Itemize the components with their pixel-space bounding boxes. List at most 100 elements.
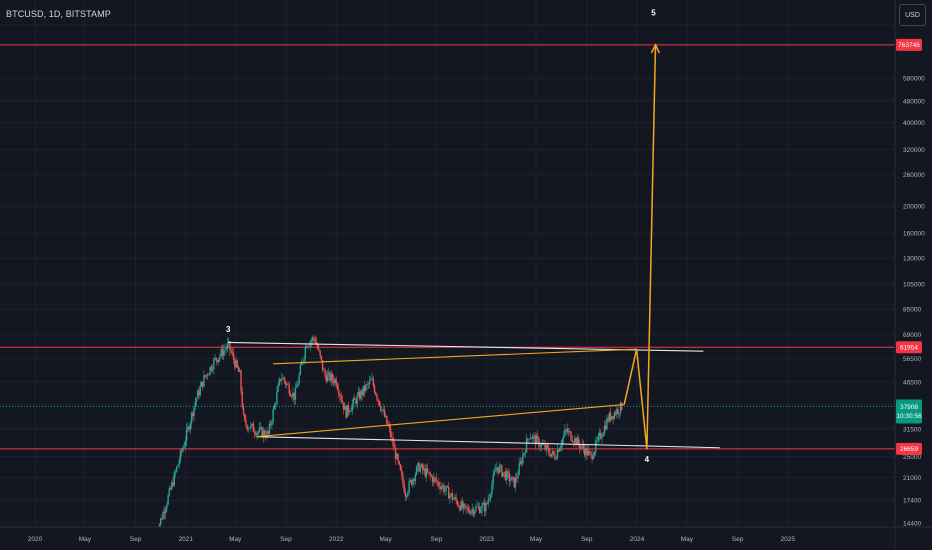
candle-body	[397, 454, 399, 462]
candle-body	[436, 481, 439, 483]
candle-body	[444, 489, 446, 492]
currency-button[interactable]: USD	[899, 4, 926, 26]
candle-body	[575, 437, 577, 446]
candle-body	[334, 379, 336, 384]
time-tick-label: Sep	[732, 536, 744, 543]
candle-body	[538, 438, 540, 447]
candle-body	[601, 436, 603, 439]
candle-body	[303, 357, 305, 362]
wave-label-5: 5	[651, 8, 656, 17]
candle-body	[535, 435, 538, 445]
candle-body	[619, 402, 622, 414]
candle-body	[350, 410, 352, 412]
candle-body	[247, 428, 250, 430]
candle-body	[591, 453, 593, 460]
candle-body	[351, 403, 353, 411]
price-tick-label: 130000	[903, 256, 925, 263]
candle-body	[502, 472, 504, 477]
candle-body	[539, 446, 541, 448]
candle-body	[544, 444, 546, 450]
candle-body	[226, 343, 229, 349]
candle-body	[361, 390, 363, 396]
price-tick-label: 260000	[903, 172, 925, 179]
candle-body	[333, 379, 335, 384]
time-tick-label: May	[681, 536, 694, 543]
candle-body	[439, 485, 441, 490]
candle-body	[352, 398, 355, 404]
candle-body	[223, 350, 225, 356]
price-axis[interactable]: 1440017400210002500031500385004650056500…	[894, 0, 932, 550]
candle-body	[291, 395, 293, 397]
candle-body	[560, 445, 562, 448]
candle-body	[198, 390, 200, 396]
candle-body	[494, 469, 497, 472]
candle-body	[519, 461, 522, 464]
time-axis[interactable]: 2020 May Sep 2021 May Sep 2022 May Sep 2023 May Sep…	[0, 526, 932, 550]
candle-body	[354, 398, 356, 400]
candle-body	[540, 443, 543, 447]
candle-body	[252, 423, 255, 432]
candle-body	[512, 476, 514, 478]
candle-body	[215, 357, 218, 361]
candle-body	[424, 468, 426, 477]
candle-body	[372, 378, 374, 386]
candle-body	[305, 346, 308, 348]
candle-body	[366, 383, 368, 385]
candle-body	[192, 412, 194, 417]
candle-body	[340, 395, 342, 401]
candle-body	[414, 474, 417, 482]
candle-body	[278, 378, 281, 385]
candle-body	[419, 467, 421, 472]
candle-body	[308, 345, 310, 347]
candle-body	[239, 370, 241, 373]
candle-body	[493, 471, 496, 475]
candle-body	[487, 499, 489, 504]
candle-body	[220, 348, 222, 356]
candle-body	[216, 360, 219, 362]
candle-body	[328, 372, 330, 375]
candle-body	[435, 478, 438, 482]
candle-body	[455, 497, 457, 501]
candle-body	[590, 451, 592, 454]
candle-body	[567, 431, 570, 433]
candle-body	[423, 468, 425, 470]
candle-body	[373, 385, 376, 393]
candle-body	[581, 444, 583, 447]
candle-body	[534, 435, 536, 445]
candle-body	[331, 374, 334, 380]
candle-body	[391, 437, 393, 438]
candle-body	[183, 445, 185, 448]
candle-body	[271, 421, 273, 425]
price-axis-background	[895, 0, 932, 550]
candle-body	[579, 443, 581, 449]
candle-body	[342, 402, 345, 410]
candle-body	[462, 503, 465, 508]
candle-body	[441, 485, 444, 487]
candle-body	[532, 435, 534, 439]
candle-body	[219, 355, 221, 359]
candle-body	[304, 346, 307, 358]
candle-body	[256, 432, 258, 436]
price-tick-label: 14400	[903, 521, 921, 528]
candle-body	[518, 463, 520, 475]
grid	[0, 0, 895, 527]
candle-body	[564, 429, 566, 436]
candle-body	[300, 362, 303, 366]
time-tick-label: Sep	[431, 536, 443, 543]
candle-body	[450, 493, 452, 496]
candle-body	[491, 484, 493, 495]
candle-body	[179, 450, 182, 461]
candle-body	[587, 450, 590, 456]
candle-body	[507, 470, 509, 473]
candle-body	[403, 483, 405, 493]
candle-body	[407, 492, 409, 496]
candle-body	[230, 350, 232, 353]
candle-body	[525, 438, 528, 453]
candle-body	[528, 438, 530, 440]
candle-body	[177, 464, 179, 467]
candle-body	[508, 472, 510, 482]
candle-body	[558, 449, 560, 452]
candle-body	[315, 342, 318, 345]
candle-body	[583, 449, 586, 456]
